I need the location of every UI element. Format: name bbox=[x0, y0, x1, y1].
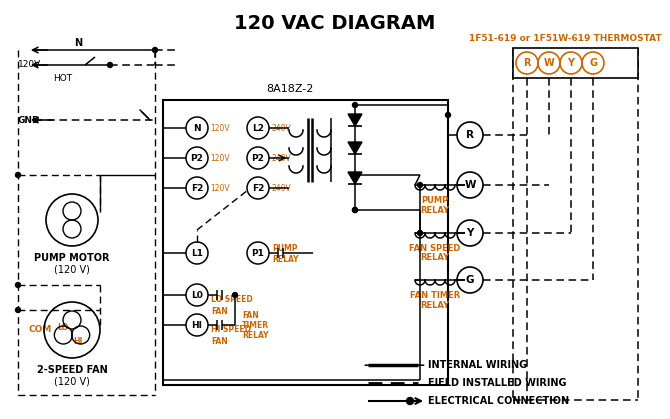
Text: FIELD INSTALLED WIRING: FIELD INSTALLED WIRING bbox=[428, 378, 567, 388]
Text: FAN SPEED: FAN SPEED bbox=[409, 243, 461, 253]
Text: L1: L1 bbox=[191, 248, 203, 258]
Circle shape bbox=[352, 173, 358, 178]
Text: FAN: FAN bbox=[242, 310, 259, 320]
Circle shape bbox=[417, 183, 423, 187]
Text: PUMP: PUMP bbox=[421, 196, 449, 204]
Circle shape bbox=[407, 398, 413, 404]
Text: HOT: HOT bbox=[54, 73, 72, 83]
Text: N: N bbox=[74, 38, 82, 48]
Text: L2: L2 bbox=[252, 124, 264, 132]
Text: 8A18Z-2: 8A18Z-2 bbox=[266, 84, 314, 94]
Text: RELAY: RELAY bbox=[272, 254, 299, 264]
Text: 240V: 240V bbox=[271, 184, 291, 192]
Circle shape bbox=[107, 62, 113, 67]
Text: RELAY: RELAY bbox=[421, 300, 450, 310]
Circle shape bbox=[352, 173, 358, 178]
Text: Y: Y bbox=[567, 58, 574, 68]
Text: 120V: 120V bbox=[210, 153, 230, 163]
Circle shape bbox=[153, 47, 157, 52]
Text: RELAY: RELAY bbox=[242, 331, 269, 339]
Text: TIMER: TIMER bbox=[242, 321, 269, 329]
Text: 120 VAC DIAGRAM: 120 VAC DIAGRAM bbox=[234, 14, 436, 33]
Text: 120V: 120V bbox=[210, 184, 230, 192]
Circle shape bbox=[15, 308, 21, 313]
Text: P2: P2 bbox=[251, 153, 265, 163]
Text: G: G bbox=[466, 275, 474, 285]
Circle shape bbox=[232, 292, 237, 297]
Text: W: W bbox=[543, 58, 554, 68]
Text: 120V: 120V bbox=[18, 59, 42, 68]
Text: F2: F2 bbox=[252, 184, 264, 192]
Text: F2: F2 bbox=[191, 184, 203, 192]
Bar bbox=[513, 48, 638, 78]
Text: LO: LO bbox=[58, 323, 68, 333]
Circle shape bbox=[352, 207, 358, 212]
Text: Y: Y bbox=[466, 228, 474, 238]
Text: FAN: FAN bbox=[211, 307, 228, 316]
Text: W: W bbox=[464, 180, 476, 190]
Text: 1F51-619 or 1F51W-619 THERMOSTAT: 1F51-619 or 1F51W-619 THERMOSTAT bbox=[469, 34, 661, 42]
Text: FAN TIMER: FAN TIMER bbox=[410, 290, 460, 300]
Circle shape bbox=[352, 207, 358, 212]
Text: P2: P2 bbox=[190, 153, 204, 163]
Text: ELECTRICAL CONNECTION: ELECTRICAL CONNECTION bbox=[428, 396, 569, 406]
Text: COM: COM bbox=[28, 326, 52, 334]
Circle shape bbox=[352, 103, 358, 108]
Text: PUMP: PUMP bbox=[272, 243, 297, 253]
Text: L0: L0 bbox=[191, 290, 203, 300]
Text: FAN: FAN bbox=[211, 336, 228, 346]
Text: —————: ————— bbox=[363, 359, 425, 372]
Text: 120V: 120V bbox=[210, 124, 230, 132]
Text: R: R bbox=[523, 58, 531, 68]
Polygon shape bbox=[348, 172, 362, 184]
Text: LO SPEED: LO SPEED bbox=[211, 295, 253, 305]
Text: INTERNAL WIRING: INTERNAL WIRING bbox=[428, 360, 527, 370]
Text: R: R bbox=[466, 130, 474, 140]
Text: P1: P1 bbox=[251, 248, 265, 258]
Polygon shape bbox=[348, 142, 362, 154]
Text: HI SPEED: HI SPEED bbox=[211, 326, 251, 334]
Text: (120 V): (120 V) bbox=[54, 377, 90, 387]
Text: HI: HI bbox=[73, 336, 82, 346]
Text: RELAY: RELAY bbox=[421, 253, 450, 262]
Text: N: N bbox=[193, 124, 201, 132]
Text: GND: GND bbox=[18, 116, 40, 124]
Circle shape bbox=[417, 230, 423, 235]
Bar bbox=[163, 100, 448, 385]
Text: PUMP MOTOR: PUMP MOTOR bbox=[34, 253, 110, 263]
Text: 240V: 240V bbox=[271, 153, 291, 163]
Text: 2-SPEED FAN: 2-SPEED FAN bbox=[37, 365, 107, 375]
Text: RELAY: RELAY bbox=[421, 205, 450, 215]
Circle shape bbox=[15, 173, 21, 178]
Polygon shape bbox=[348, 114, 362, 126]
Text: G: G bbox=[589, 58, 597, 68]
Text: 240V: 240V bbox=[271, 124, 291, 132]
Circle shape bbox=[446, 112, 450, 117]
Text: HI: HI bbox=[192, 321, 202, 329]
Text: (120 V): (120 V) bbox=[54, 265, 90, 275]
Circle shape bbox=[15, 282, 21, 287]
